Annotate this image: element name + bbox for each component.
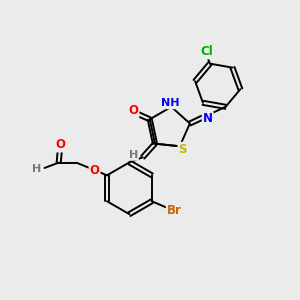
Text: S: S (178, 143, 187, 156)
Text: H: H (129, 150, 138, 160)
Text: NH: NH (160, 98, 179, 108)
Text: O: O (128, 104, 139, 117)
Text: Br: Br (167, 204, 182, 217)
Text: H: H (32, 164, 41, 174)
Text: N: N (203, 112, 213, 125)
Text: O: O (90, 164, 100, 176)
Text: O: O (55, 139, 65, 152)
Text: Cl: Cl (200, 45, 213, 58)
